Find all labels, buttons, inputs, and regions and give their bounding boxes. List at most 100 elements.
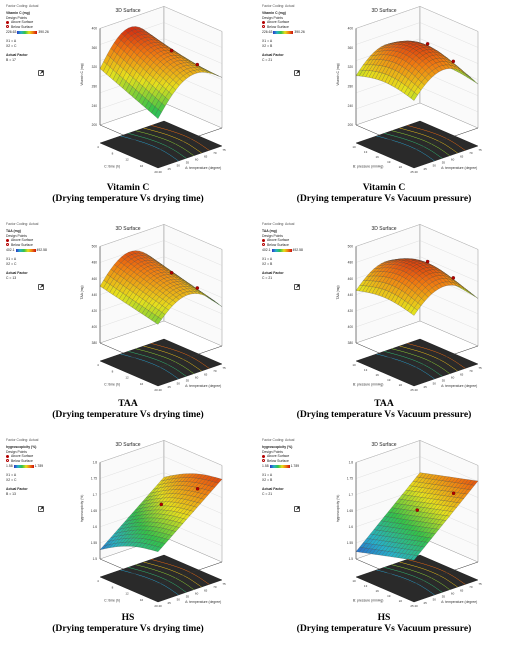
z-tick-label: 400 (348, 27, 354, 31)
export-icon[interactable] (38, 70, 44, 76)
response-label: hygroscopicity (%) (262, 445, 293, 450)
design-points-label: Design Points (6, 233, 27, 238)
z-tick-label: 1.5 (349, 557, 354, 561)
above-surface-marker-icon (6, 454, 9, 458)
contour-floor (355, 338, 479, 387)
x-tick-label: 16 (376, 373, 380, 377)
contour-floor (355, 554, 479, 603)
z-tick-label: 1.8 (349, 461, 354, 465)
x-tick-label: 12 (125, 376, 129, 380)
x2-factor-label: X2 = C (6, 477, 17, 482)
figure-caption: HS (Drying temperature Vs drying time) (0, 612, 256, 634)
factor-coding-label: Factor Coding: Actual (262, 438, 295, 442)
caption-subtitle: (Drying temperature Vs drying time) (52, 623, 204, 634)
y-axis-label: A: temperature (degree) (185, 384, 221, 388)
grid-line (99, 456, 223, 482)
contour-line (399, 345, 458, 372)
x1-factor-label: X1 = A (262, 473, 273, 478)
y-axis-line (413, 127, 479, 151)
x-tick-label: 13 (364, 584, 368, 588)
contour-line (407, 125, 466, 151)
contour-floor (99, 120, 223, 169)
y-tick-label: 70 (469, 369, 473, 373)
y-tick-label: 45 (167, 385, 171, 389)
z-tick-label: 240 (348, 104, 354, 108)
surface-plot: 1.5 1.55 1.6 1.65 1.7 1.75 1.8 hygroscopicity (… (336, 440, 482, 608)
caption-title: Vitamin C (362, 182, 406, 193)
export-icon[interactable] (38, 506, 44, 512)
legend: Factor Coding: Actual TAA (mg) Design Po… (262, 222, 328, 280)
contour-line (151, 125, 210, 151)
surface-plot: 200 240 280 320 360 400 Vitamin C (mg) 4 8 12 16 20… (80, 6, 226, 174)
z-tick-label: 1.55 (347, 541, 353, 545)
below-surface-marker-icon (262, 25, 265, 29)
plot-title: 3D Surface (115, 226, 141, 232)
x-tick-label: 8 (112, 151, 114, 155)
contour-floor (99, 554, 223, 603)
design-points-label: Design Points (262, 15, 283, 20)
x-tick-label: 16 (140, 598, 144, 602)
plot-title: 3D Surface (371, 226, 397, 232)
color-scale: 1.58 1.789 (262, 464, 328, 468)
grid-line (99, 6, 223, 32)
export-icon[interactable] (38, 284, 44, 290)
x-tick-label: 22 (399, 165, 403, 169)
y-tick-label: 55 (186, 595, 190, 599)
z-tick-label: 500 (92, 245, 98, 249)
y-tick-label: 60 (195, 157, 199, 161)
y-tick-label: 70 (213, 585, 217, 589)
z-tick-label: 400 (348, 325, 354, 329)
x-tick-label: 22 (399, 599, 403, 603)
z-tick-label: 440 (92, 293, 98, 297)
response-surface (99, 473, 223, 552)
z-tick-label: 400 (92, 27, 98, 31)
export-icon[interactable] (294, 70, 300, 76)
color-scale-high: 492.58 (292, 248, 303, 253)
color-scale-high: 1.789 (290, 464, 300, 469)
y-tick-label: 50 (177, 164, 181, 168)
color-scale-high: 492.58 (36, 248, 47, 253)
contour-floor (99, 338, 223, 387)
z-tick-label: 1.55 (91, 541, 97, 545)
z-tick-label: 1.65 (91, 509, 97, 513)
export-icon[interactable] (294, 506, 300, 512)
below-surface-label: Below Surface (11, 458, 33, 463)
x-tick-label: 10 (352, 363, 356, 367)
y-tick-label: 50 (177, 382, 181, 386)
y-tick-label: 75 (222, 582, 226, 586)
grid-line (99, 240, 223, 266)
above-surface-label: Above Surface (11, 238, 34, 243)
factor-coding-label: Factor Coding: Actual (262, 222, 295, 226)
z-tick-label: 1.6 (93, 525, 98, 529)
z-tick-label: 440 (348, 293, 354, 297)
z-tick-label: 200 (348, 123, 354, 127)
y-tick-label: 65 (460, 154, 464, 158)
grid-line (355, 456, 479, 482)
contour-line (384, 351, 443, 377)
legend: Factor Coding: Actual Vitamin C (mg) Des… (6, 4, 72, 62)
color-scale-low: 226.63 (262, 30, 273, 35)
x2-factor-label: X2 = B (262, 477, 273, 482)
figure-caption: HS (Drying temperature Vs Vacuum pressur… (256, 612, 512, 634)
legend-below-surface: Below Surface (6, 25, 72, 29)
z-tick-label: 420 (92, 309, 98, 313)
y-axis-label: A: temperature (degree) (185, 166, 221, 170)
x-axis-label: C: time (h) (104, 598, 120, 602)
below-surface-marker-icon (6, 243, 9, 247)
x-tick-label: 12 (125, 158, 129, 162)
color-scale: 402.1 492.58 (262, 248, 328, 252)
color-scale-gradient (271, 248, 292, 252)
contour-line (407, 559, 466, 585)
legend-below-surface: Below Surface (262, 25, 328, 29)
contour-line (384, 133, 443, 159)
legend-above-surface: Above Surface (6, 238, 72, 242)
surface-plot: 380 400 420 440 460 480 500 TAA (mg) 4 8 12 16 20 40 4… (80, 224, 226, 392)
factor-coding-label: Factor Coding: Actual (6, 222, 39, 226)
x-axis-line (355, 558, 415, 585)
color-scale-low: 402.1 (262, 248, 271, 253)
below-surface-marker-icon (6, 25, 9, 29)
y-tick-label: 60 (451, 157, 455, 161)
surface-cell (154, 109, 162, 119)
export-icon[interactable] (294, 284, 300, 290)
y-tick-label: 55 (442, 379, 446, 383)
